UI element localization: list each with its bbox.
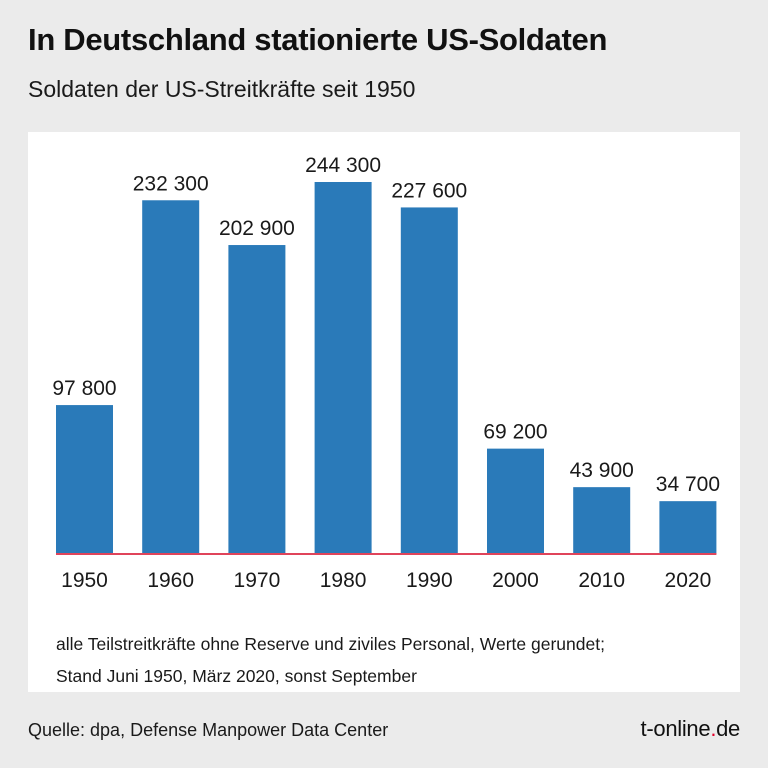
x-tick-label-2010: 2010 — [578, 569, 625, 592]
x-tick-label-1960: 1960 — [147, 569, 194, 592]
bar-1980 — [314, 182, 372, 554]
bar-2020 — [659, 501, 717, 554]
chart-subtitle: Soldaten der US-Streitkräfte seit 1950 — [28, 76, 416, 102]
x-tick-label-2020: 2020 — [665, 569, 712, 592]
bar-1960 — [142, 200, 200, 554]
bar-chart: 97 800 1950 232 300 1960 202 900 1970 244 300 1… — [52, 154, 720, 592]
value-label-1960: 232 300 — [133, 172, 209, 195]
footnote-line-1: alle Teilstreitkräfte ohne Reserve und z… — [56, 634, 605, 654]
value-label-2020: 34 700 — [656, 473, 720, 496]
brand-name: t-online — [640, 716, 711, 741]
bar-1990 — [400, 207, 458, 554]
bar-1970 — [228, 245, 286, 554]
value-label-2000: 69 200 — [483, 421, 547, 444]
brand-dot: . — [710, 716, 717, 741]
value-label-1950: 97 800 — [52, 377, 116, 400]
chart-title: In Deutschland stationierte US-Soldaten — [28, 22, 608, 57]
bar-1950 — [56, 405, 113, 554]
x-tick-label-1950: 1950 — [61, 569, 108, 592]
brand-logo[interactable]: t-online.de — [640, 716, 741, 742]
x-tick-label-1990: 1990 — [406, 569, 453, 592]
footnote: alle Teilstreitkräfte ohne Reserve und z… — [56, 628, 605, 692]
x-tick-label-1970: 1970 — [234, 569, 281, 592]
value-label-2010: 43 900 — [570, 459, 634, 482]
bar-2000 — [487, 448, 544, 554]
value-label-1980: 244 300 — [305, 154, 381, 177]
source-note: Quelle: dpa, Defense Manpower Data Cente… — [28, 720, 389, 740]
value-label-1970: 202 900 — [219, 217, 295, 240]
x-tick-label-1980: 1980 — [320, 569, 367, 592]
brand-tld: de — [716, 716, 740, 741]
x-tick-label-2000: 2000 — [492, 569, 539, 592]
footnote-line-2: Stand Juni 1950, März 2020, sonst Septem… — [56, 666, 417, 686]
bar-2010 — [573, 487, 631, 554]
value-label-1990: 227 600 — [391, 179, 467, 202]
chart-panel: 97 800 1950 232 300 1960 202 900 1970 244 300 1… — [28, 132, 740, 692]
